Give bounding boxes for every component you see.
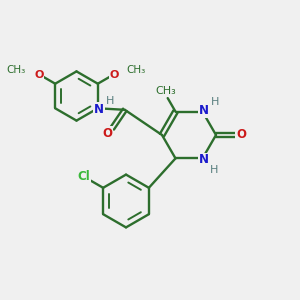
Text: N: N xyxy=(199,153,209,167)
Text: Cl: Cl xyxy=(77,170,90,183)
Text: CH₃: CH₃ xyxy=(126,65,145,75)
Text: O: O xyxy=(236,128,246,142)
Text: H: H xyxy=(211,97,219,107)
Text: CH₃: CH₃ xyxy=(156,85,177,96)
Text: N: N xyxy=(199,104,209,117)
Text: H: H xyxy=(210,165,219,175)
Text: O: O xyxy=(102,127,112,140)
Text: O: O xyxy=(109,70,119,80)
Text: H: H xyxy=(106,96,115,106)
Text: CH₃: CH₃ xyxy=(7,65,26,75)
Text: O: O xyxy=(34,70,44,80)
Text: N: N xyxy=(94,103,104,116)
